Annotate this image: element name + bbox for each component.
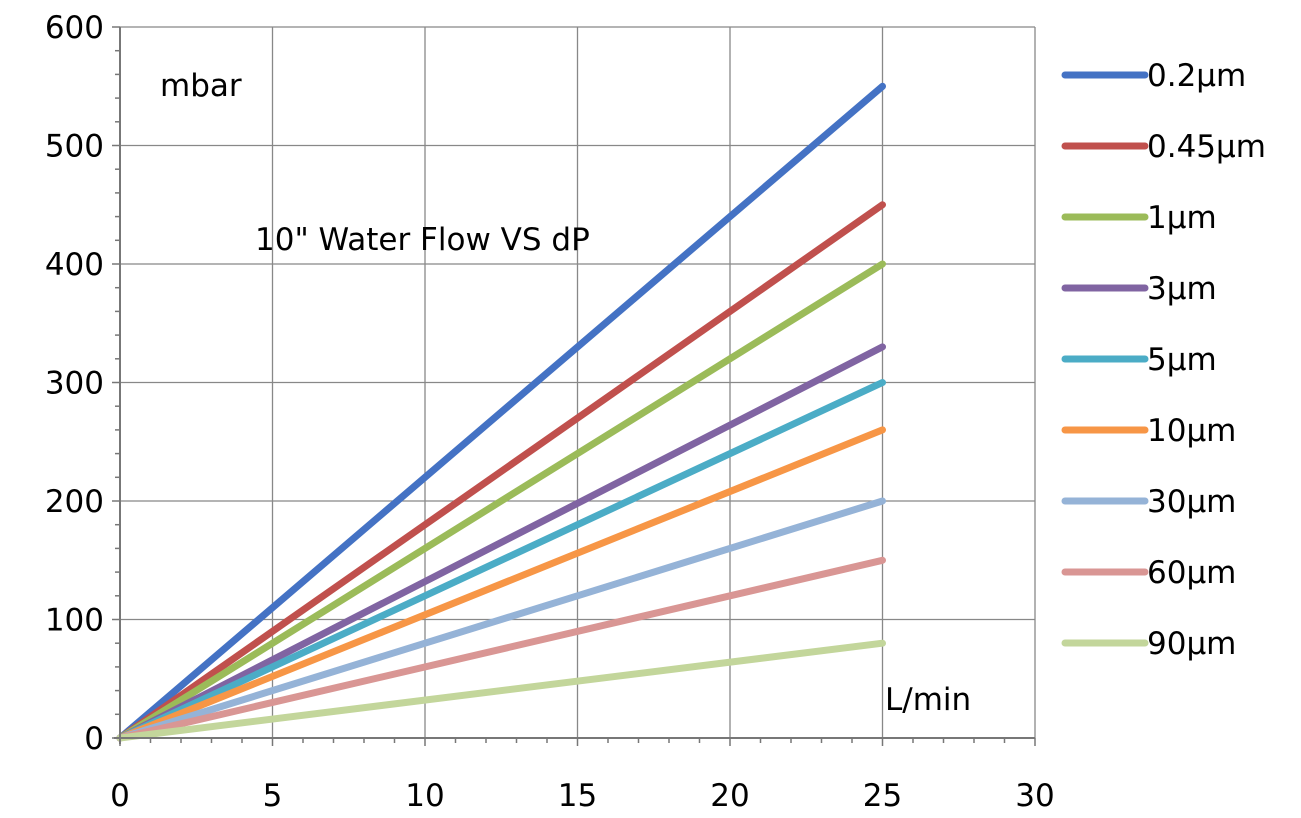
series-line-8 <box>116 639 886 742</box>
series-line-2 <box>116 260 886 742</box>
legend: 0.2µm 0.45µm 1µm 3µm 5µm 10µm 30µm 60µm 90µm <box>1061 58 1266 662</box>
series-line-6 <box>116 497 886 742</box>
y-tick-label: 600 <box>45 10 104 46</box>
y-tick-labels: 0 100 200 300 400 500 600 <box>45 10 104 757</box>
legend-label-2: 1µm <box>1147 200 1217 236</box>
series-lines <box>116 82 886 742</box>
legend-label-6: 30µm <box>1147 484 1236 520</box>
x-tick-label: 10 <box>405 778 444 814</box>
series-line-3 <box>116 343 886 742</box>
legend-label-5: 10µm <box>1147 413 1236 449</box>
legend-label-0: 0.2µm <box>1147 58 1246 94</box>
series-line-4 <box>116 379 886 742</box>
legend-label-3: 3µm <box>1147 271 1217 307</box>
y-tick-label: 100 <box>45 603 104 639</box>
series-line-0 <box>116 82 886 742</box>
legend-label-1: 0.45µm <box>1147 129 1266 165</box>
legend-label-4: 5µm <box>1147 342 1217 378</box>
chart-title: 10" Water Flow VS dP <box>255 222 590 258</box>
series-line-5 <box>116 426 886 742</box>
y-tick-label: 400 <box>45 247 104 283</box>
legend-label-8: 90µm <box>1147 626 1236 662</box>
x-tick-label: 15 <box>558 778 597 814</box>
y-tick-label: 300 <box>45 366 104 402</box>
x-tick-label: 0 <box>110 778 130 814</box>
y-tick-label: 0 <box>84 721 104 757</box>
series-line-1 <box>116 201 886 742</box>
y-tick-label: 500 <box>45 129 104 165</box>
y-tick-label: 200 <box>45 484 104 520</box>
x-tick-label: 30 <box>1015 778 1054 814</box>
x-tick-label: 20 <box>710 778 749 814</box>
axes <box>112 26 1036 746</box>
x-axis-label: L/min <box>885 682 971 718</box>
legend-label-7: 60µm <box>1147 555 1236 591</box>
y-axis-label: mbar <box>160 68 242 104</box>
x-tick-labels: 0 5 10 15 20 25 30 <box>110 778 1055 814</box>
x-tick-label: 25 <box>863 778 902 814</box>
series-line-7 <box>116 556 886 742</box>
x-tick-label: 5 <box>263 778 283 814</box>
